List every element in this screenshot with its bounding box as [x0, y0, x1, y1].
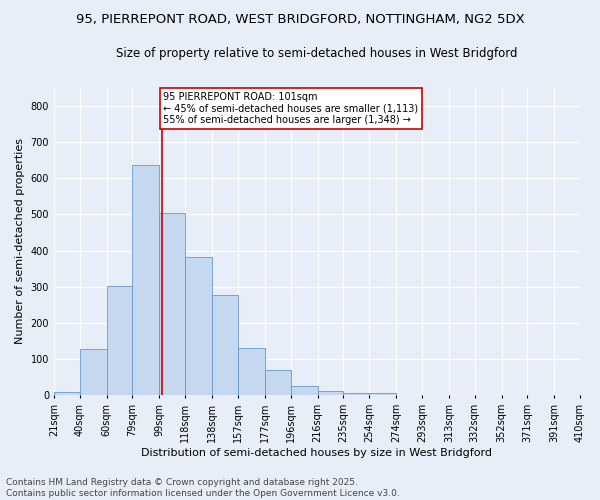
X-axis label: Distribution of semi-detached houses by size in West Bridgford: Distribution of semi-detached houses by …	[142, 448, 493, 458]
Bar	[185, 257, 212, 395]
Bar	[343, 393, 369, 395]
Title: Size of property relative to semi-detached houses in West Bridgford: Size of property relative to semi-detach…	[116, 48, 518, 60]
Text: Contains HM Land Registry data © Crown copyright and database right 2025.
Contai: Contains HM Land Registry data © Crown c…	[6, 478, 400, 498]
Bar	[238, 348, 265, 395]
Bar	[80, 348, 107, 395]
Text: 95 PIERREPONT ROAD: 101sqm
← 45% of semi-detached houses are smaller (1,113)
55%: 95 PIERREPONT ROAD: 101sqm ← 45% of semi…	[163, 92, 419, 125]
Text: 95, PIERREPONT ROAD, WEST BRIDGFORD, NOTTINGHAM, NG2 5DX: 95, PIERREPONT ROAD, WEST BRIDGFORD, NOT…	[76, 12, 524, 26]
Bar	[54, 392, 80, 395]
Bar	[265, 370, 290, 395]
Bar	[133, 164, 160, 395]
Bar	[290, 386, 317, 395]
Bar	[369, 393, 396, 395]
Bar	[212, 294, 238, 395]
Y-axis label: Number of semi-detached properties: Number of semi-detached properties	[15, 138, 25, 344]
Bar	[107, 286, 133, 395]
Bar	[160, 212, 185, 395]
Bar	[317, 392, 343, 395]
